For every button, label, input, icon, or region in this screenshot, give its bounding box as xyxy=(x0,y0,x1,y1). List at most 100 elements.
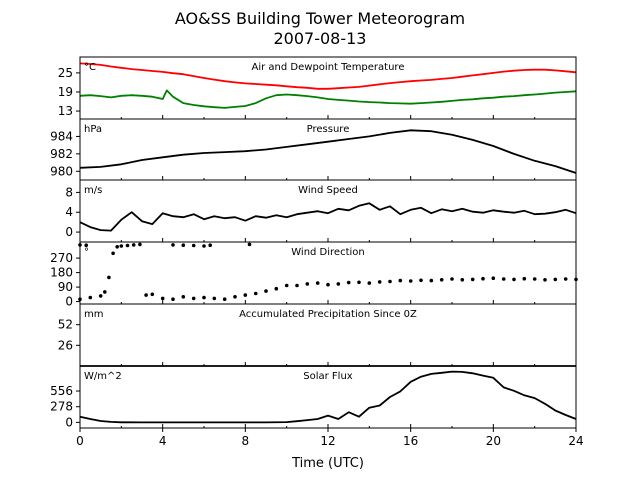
data-point xyxy=(202,244,206,248)
y-tick-label: 8 xyxy=(65,185,73,199)
data-point xyxy=(107,275,111,280)
data-point xyxy=(491,276,496,281)
panel-2-title: Wind Speed xyxy=(298,185,358,196)
panel-3-series-0 xyxy=(78,242,578,302)
y-tick-label: 980 xyxy=(50,164,73,178)
data-point xyxy=(408,279,413,283)
x-tick-label: 20 xyxy=(486,434,501,448)
x-axis: 0 4 8 12 16 20 24 xyxy=(76,428,584,448)
x-tick-label: 0 xyxy=(76,434,84,448)
data-point xyxy=(103,290,107,294)
data-point xyxy=(160,296,165,301)
y-tick-label: 0 xyxy=(65,225,73,239)
data-point xyxy=(336,282,341,286)
y-tick-label: 180 xyxy=(50,266,73,280)
data-point xyxy=(470,277,475,282)
panels-group: 13 19 25 °C Air and Dewpoint Temperature 980 9… xyxy=(50,56,578,429)
data-point xyxy=(131,243,136,247)
chart-subtitle: 2007-08-13 xyxy=(274,29,367,48)
data-point xyxy=(532,277,537,281)
panel-0-series-0 xyxy=(79,62,577,90)
data-point xyxy=(367,281,372,285)
data-point xyxy=(543,278,547,282)
y-tick-label: 278 xyxy=(50,400,73,414)
y-tick-label: 25 xyxy=(58,66,73,80)
data-point xyxy=(315,281,320,285)
data-point xyxy=(222,297,227,302)
data-point xyxy=(243,293,248,297)
data-point xyxy=(274,286,279,291)
x-tick-label: 24 xyxy=(568,434,583,448)
panel-3-unit: ° xyxy=(84,247,89,258)
y-tick-label: 4 xyxy=(65,205,73,219)
data-point xyxy=(346,280,351,285)
data-point xyxy=(138,242,142,247)
y-tick-label: 0 xyxy=(65,295,73,309)
data-point xyxy=(208,243,212,247)
data-point xyxy=(181,243,186,247)
y-tick-label: 13 xyxy=(58,104,73,118)
data-point xyxy=(512,277,516,282)
data-point xyxy=(522,276,527,281)
data-point xyxy=(295,283,299,288)
data-point xyxy=(253,291,258,296)
data-point xyxy=(563,277,568,281)
data-point xyxy=(144,293,148,297)
data-point xyxy=(171,243,175,247)
data-point xyxy=(450,277,454,281)
data-point xyxy=(419,278,423,283)
data-point xyxy=(284,283,289,288)
y-tick-label: 982 xyxy=(50,147,73,161)
y-tick-label: 52 xyxy=(58,318,73,332)
y-tick-label: 556 xyxy=(50,384,73,398)
panel-0-unit: °C xyxy=(84,62,96,73)
data-point xyxy=(191,296,196,301)
panel-3-series-1 xyxy=(78,242,252,248)
data-point xyxy=(88,295,93,300)
chart-title: AO&SS Building Tower Meteorogram xyxy=(175,9,465,28)
panel-1-series-0 xyxy=(79,129,577,174)
panel-5-unit: W/m^2 xyxy=(84,371,122,382)
data-point xyxy=(439,278,444,282)
panel-1-title: Pressure xyxy=(307,124,350,135)
panel-2: 0 4 8 m/s Wind Speed xyxy=(65,179,577,243)
data-point xyxy=(115,245,119,249)
y-tick-label: 90 xyxy=(58,280,73,294)
x-axis-label: Time (UTC) xyxy=(291,456,364,471)
data-point xyxy=(388,279,392,284)
data-point xyxy=(481,276,485,281)
data-point xyxy=(111,251,115,256)
panel-4-title: Accumulated Precipitation Since 0Z xyxy=(239,309,417,320)
panel-5-series-0 xyxy=(79,370,577,424)
data-point xyxy=(501,277,506,281)
data-point xyxy=(84,243,88,247)
y-tick-label: 0 xyxy=(65,415,73,429)
panel-3-title: Wind Direction xyxy=(291,247,365,258)
x-tick-label: 8 xyxy=(242,434,250,448)
panel-4-unit: mm xyxy=(84,309,103,320)
data-point xyxy=(247,242,252,247)
y-tick-label: 26 xyxy=(58,338,73,352)
panel-0-title: Air and Dewpoint Temperature xyxy=(252,62,405,73)
data-point xyxy=(429,278,434,283)
x-tick-label: 12 xyxy=(320,434,335,448)
panel-0-series-1 xyxy=(79,89,577,109)
y-tick-label: 270 xyxy=(50,251,73,265)
x-tick-label: 16 xyxy=(403,434,418,448)
x-tick-label: 4 xyxy=(159,434,167,448)
data-point xyxy=(553,277,558,282)
data-point xyxy=(357,280,361,285)
data-point xyxy=(98,294,103,298)
data-point xyxy=(171,297,175,302)
data-point xyxy=(264,289,268,293)
y-tick-label: 19 xyxy=(58,85,73,99)
data-point xyxy=(377,280,382,284)
data-point xyxy=(150,292,155,297)
data-point xyxy=(326,282,330,287)
panel-5-title: Solar Flux xyxy=(303,371,353,382)
data-point xyxy=(202,295,206,300)
data-point xyxy=(191,243,196,248)
